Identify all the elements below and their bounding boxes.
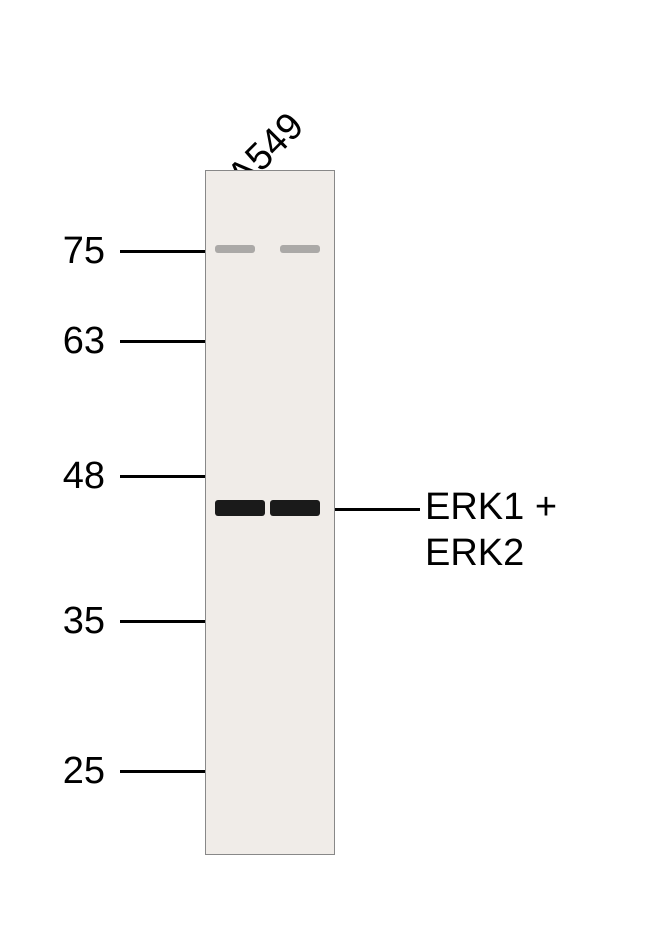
marker-tick-48 (120, 475, 205, 478)
marker-tick-75 (120, 250, 205, 253)
marker-tick-25 (120, 770, 205, 773)
band-3 (280, 245, 320, 253)
marker-label-35: 35 (35, 600, 105, 643)
protein-label-line2: ERK2 (425, 531, 557, 577)
marker-label-48: 48 (35, 455, 105, 498)
protein-annotation-label: ERK1 + ERK2 (425, 485, 557, 576)
marker-tick-35 (120, 620, 205, 623)
marker-label-63: 63 (35, 320, 105, 363)
band-1 (270, 500, 320, 516)
protein-label-line1: ERK1 + (425, 485, 557, 531)
marker-label-75: 75 (35, 230, 105, 273)
band-2 (215, 245, 255, 253)
western-blot-figure: A549 7563483525 ERK1 + ERK2 (0, 0, 650, 926)
band-0 (215, 500, 265, 516)
marker-label-25: 25 (35, 750, 105, 793)
marker-tick-63 (120, 340, 205, 343)
protein-annotation-tick (335, 508, 420, 511)
